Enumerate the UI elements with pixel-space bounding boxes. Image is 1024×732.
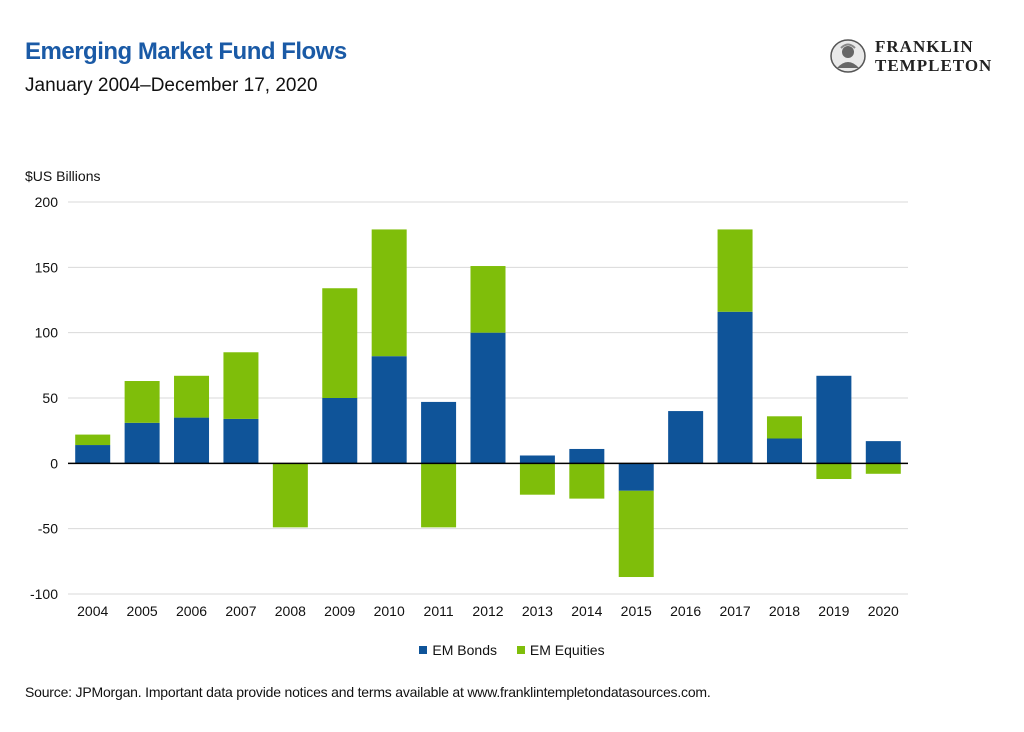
y-tick-label: 200 [35, 194, 59, 210]
bar-em-equities [124, 381, 160, 423]
bar-em-bonds [174, 417, 210, 464]
bar-em-bonds [519, 455, 555, 464]
bar-em-bonds [618, 463, 654, 491]
x-tick-label: 2010 [374, 603, 405, 619]
bar-em-equities [272, 463, 308, 528]
bar-em-equities [717, 229, 753, 312]
chart-legend: EM Bonds EM Equities [0, 642, 1024, 658]
bar-em-bonds [569, 448, 605, 464]
bar-em-bonds [668, 411, 704, 464]
bar-em-equities [766, 416, 802, 439]
source-note: Source: JPMorgan. Important data provide… [25, 684, 711, 700]
legend-item-em-bonds: EM Bonds [419, 642, 497, 658]
logo-line-2: TEMPLETON [875, 56, 993, 75]
bar-em-equities [223, 352, 259, 419]
bar-em-equities [816, 463, 852, 480]
x-tick-label: 2012 [472, 603, 503, 619]
x-tick-label: 2020 [868, 603, 899, 619]
bar-em-bonds [75, 445, 111, 464]
bar-em-bonds [371, 356, 407, 464]
x-tick-label: 2019 [818, 603, 849, 619]
bar-em-bonds [717, 311, 753, 464]
bar-em-equities [174, 375, 210, 418]
bar-em-equities [421, 463, 457, 528]
x-tick-label: 2004 [77, 603, 108, 619]
x-tick-label: 2014 [571, 603, 602, 619]
bar-em-bonds [865, 441, 901, 464]
bar-em-bonds [223, 418, 259, 464]
x-tick-label: 2017 [719, 603, 750, 619]
x-tick-label: 2018 [769, 603, 800, 619]
bar-em-equities [75, 434, 111, 446]
x-tick-label: 2005 [127, 603, 158, 619]
legend-item-em-equities: EM Equities [516, 642, 605, 658]
bar-em-equities [618, 490, 654, 578]
bar-em-equities [865, 463, 901, 474]
legend-swatch-equities [516, 646, 525, 655]
x-tick-label: 2011 [424, 603, 454, 619]
x-tick-label: 2016 [670, 603, 701, 619]
legend-label-bonds: EM Bonds [432, 642, 497, 658]
x-tick-label: 2007 [225, 603, 256, 619]
y-tick-label: 150 [35, 259, 59, 275]
y-tick-label: 50 [42, 390, 58, 406]
bar-em-equities [569, 463, 605, 499]
bar-em-bonds [766, 438, 802, 464]
x-tick-label: 2006 [176, 603, 207, 619]
franklin-portrait-seal-icon [830, 39, 866, 73]
logo-line-1: FRANKLIN [875, 37, 974, 56]
bar-em-bonds [322, 398, 358, 464]
bar-em-bonds [470, 332, 506, 464]
x-tick-label: 2009 [324, 603, 355, 619]
bar-em-equities [322, 288, 358, 398]
x-tick-label: 2015 [621, 603, 652, 619]
bar-em-bonds [816, 375, 852, 464]
x-tick-label: 2008 [275, 603, 306, 619]
bar-em-equities [371, 229, 407, 357]
legend-swatch-bonds [419, 646, 428, 655]
chart-subtitle: January 2004–December 17, 2020 [25, 75, 318, 96]
y-tick-label: 0 [50, 455, 58, 471]
bar-em-equities [470, 266, 506, 333]
y-axis-label: $US Billions [25, 168, 101, 184]
y-tick-label: -100 [30, 586, 58, 602]
franklin-templeton-logo: FRANKLIN TEMPLETON [828, 36, 1013, 78]
y-tick-label: 100 [35, 325, 59, 341]
chart-title: Emerging Market Fund Flows [25, 38, 347, 65]
bar-em-bonds [421, 401, 457, 464]
legend-label-equities: EM Equities [529, 642, 605, 658]
stacked-bar-chart: -100 -50 0 50 100 150 200 2004 2005 2006 2007 2008 2… [30, 194, 908, 619]
x-tick-label: 2013 [522, 603, 553, 619]
bar-em-bonds [124, 422, 160, 464]
y-tick-label: -50 [38, 521, 58, 537]
bar-em-equities [519, 463, 555, 495]
